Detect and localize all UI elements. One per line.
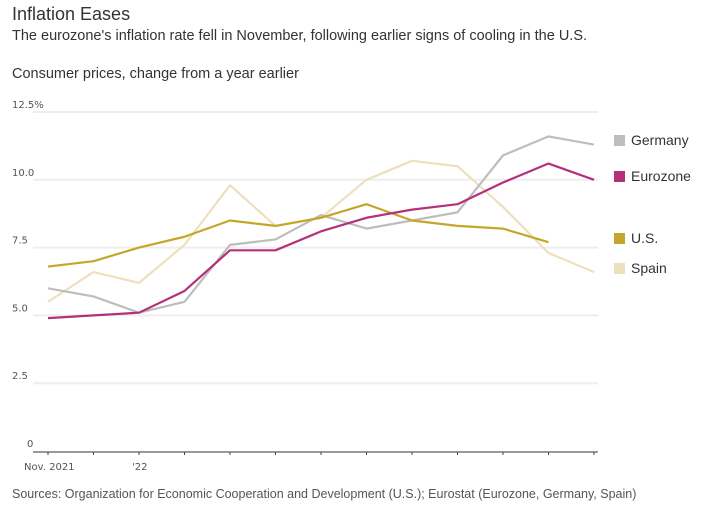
source-note: Sources: Organization for Economic Coope… <box>12 487 637 501</box>
legend-swatch <box>614 262 625 274</box>
legend-label: Eurozone <box>631 168 691 184</box>
y-tick-label: 7.5 <box>12 236 28 247</box>
legend-item: U.S. <box>614 230 658 246</box>
legend-label: Spain <box>631 260 667 276</box>
series-line-us <box>47 203 549 268</box>
y-tick-label: 12.5% <box>12 100 44 111</box>
legend-item: Eurozone <box>614 168 691 184</box>
x-axis: Nov. 2021 '22 <box>24 451 598 473</box>
legend-swatch <box>614 170 625 182</box>
y-tick-label: 2.5 <box>12 371 28 382</box>
gridlines <box>33 111 598 385</box>
y-tick-label: 10.0 <box>12 168 34 179</box>
chart-title: Inflation Eases <box>12 4 131 24</box>
legend-item: Spain <box>614 260 667 276</box>
series-lines <box>47 135 595 320</box>
legend-item: Germany <box>614 132 689 148</box>
y-axis-label: Consumer prices, change from a year earl… <box>12 66 299 82</box>
y-tick-label: 0 <box>27 439 33 450</box>
series-line-eurozone <box>47 162 595 320</box>
legend-label: Germany <box>631 132 689 148</box>
series-line-germany <box>47 135 595 314</box>
x-tick-label: Nov. 2021 <box>24 462 75 473</box>
legend-swatch <box>614 232 625 244</box>
legend-swatch <box>614 134 625 146</box>
chart-subtitle: The eurozone's inflation rate fell in No… <box>12 28 588 44</box>
y-axis-ticks: 0 2.5 5.0 7.5 10.0 12.5% <box>12 100 44 450</box>
legend-label: U.S. <box>631 230 659 246</box>
y-tick-label: 5.0 <box>12 303 28 314</box>
x-tick-label: '22 <box>132 462 147 473</box>
